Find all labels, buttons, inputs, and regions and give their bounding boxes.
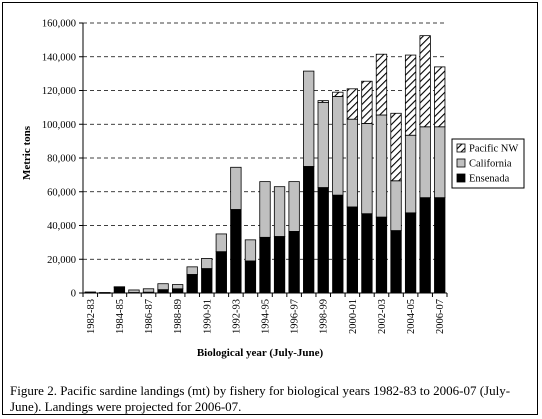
bar-california-1982-83	[84, 291, 96, 293]
x-tick-label-1986-87: 1986-87	[144, 299, 155, 334]
x-axis-title: Biological year (July-June)	[197, 347, 324, 359]
bar-california-2005-06	[419, 126, 431, 199]
bar-california-1991-92	[215, 233, 227, 253]
y-tick-label-3: 60,000	[47, 187, 76, 198]
bar-pacific-nw-2005-06	[419, 35, 431, 128]
bar-pacific-nw-2004-05	[404, 54, 417, 136]
bar-california-1984-85	[113, 286, 126, 288]
bar-california-1998-99	[317, 101, 329, 188]
x-tick-label-1982-83: 1982-83	[86, 299, 97, 334]
bar-california-1985-86	[128, 289, 140, 293]
bar-california-1996-97	[288, 181, 300, 232]
legend-swatch-ensenada	[456, 173, 466, 183]
bar-ensenada-1998-99	[317, 187, 329, 294]
bar-california-1994-95	[259, 181, 271, 238]
bar-ensenada-2004-05	[404, 212, 417, 294]
caption-line-2: June). Landings were projected for 2006-…	[10, 399, 242, 414]
bar-california-1990-91	[201, 258, 213, 269]
y-tick-label-4: 80,000	[47, 154, 76, 165]
bar-california-1986-87	[142, 288, 155, 293]
bar-ensenada-1988-89	[171, 288, 184, 294]
legend-label-california: California	[469, 159, 512, 170]
x-tick-label-2000-01: 2000-01	[348, 299, 359, 334]
bar-california-2002-03	[375, 114, 388, 218]
bar-pacific-nw-2002-03	[375, 53, 388, 116]
legend-swatch-california	[456, 158, 466, 168]
bars	[84, 35, 446, 294]
x-tick-label-1998-99: 1998-99	[319, 299, 330, 334]
y-tick-label-0: 0	[71, 289, 76, 300]
bar-pacific-nw-1999-00	[332, 91, 344, 97]
bar-california-2003-04	[390, 180, 402, 231]
bar-california-1997-98	[303, 70, 315, 167]
bar-ensenada-2001-02	[361, 213, 373, 294]
x-tick-label-1996-97: 1996-97	[290, 299, 301, 334]
bar-ensenada-2000-01	[346, 206, 359, 294]
caption-line-1: Figure 2. Pacific sardine landings (mt) …	[10, 383, 511, 398]
bar-ensenada-2006-07	[434, 197, 446, 294]
y-tick-label-7: 140,000	[42, 52, 76, 63]
x-tick-label-2002-03: 2002-03	[377, 299, 388, 334]
x-tick-label-1988-89: 1988-89	[173, 299, 184, 334]
bar-ensenada-1989-90	[186, 274, 198, 294]
bar-california-1992-93	[230, 166, 242, 210]
bar-california-2001-02	[361, 123, 373, 215]
legend: Pacific NW California Ensenada	[451, 138, 525, 189]
bar-ensenada-1987-88	[157, 289, 169, 294]
y-tick-label-5: 100,000	[42, 120, 76, 131]
x-tick-label-1992-93: 1992-93	[231, 299, 242, 334]
y-tick-label-2: 40,000	[47, 221, 76, 232]
bar-pacific-nw-2006-07	[434, 66, 446, 128]
bar-ensenada-2005-06	[419, 197, 431, 294]
x-tick-label-1994-95: 1994-95	[261, 299, 272, 334]
bar-ensenada-1991-92	[215, 251, 227, 294]
figure-frame: 0 20,000 40,000 60,000 80,000 100,000 120,000 1…	[2, 2, 538, 415]
bar-pacific-nw-1998-99	[317, 100, 329, 103]
bar-california-1988-89	[171, 284, 184, 290]
bar-ensenada-1990-91	[201, 268, 213, 294]
bar-california-1989-90	[186, 266, 198, 275]
y-axis-title: Metric tons	[21, 125, 33, 180]
bar-california-2006-07	[434, 126, 446, 199]
bar-ensenada-1984-85	[113, 286, 126, 294]
bar-ensenada-1999-00	[332, 194, 344, 294]
legend-label-ensenada: Ensenada	[469, 174, 510, 185]
bar-california-1999-00	[332, 96, 344, 196]
bar-pacific-nw-2000-01	[346, 88, 359, 120]
bar-ensenada-1995-96	[273, 236, 286, 294]
bar-pacific-nw-2001-02	[361, 80, 373, 124]
bar-california-1987-88	[157, 283, 169, 291]
bar-california-2004-05	[404, 134, 417, 214]
legend-label-pacific-nw: Pacific NW	[469, 144, 518, 155]
sardine-landings-chart: 0 20,000 40,000 60,000 80,000 100,000 120,000 1…	[21, 19, 525, 359]
bar-california-1993-94	[244, 239, 257, 262]
bar-ensenada-1994-95	[259, 236, 271, 294]
y-tick-label-8: 160,000	[42, 19, 76, 30]
bar-ensenada-1997-98	[303, 166, 315, 294]
x-tick-label-1984-85: 1984-85	[115, 299, 126, 334]
bar-ensenada-1993-94	[244, 260, 257, 294]
legend-swatch-pacific-nw	[456, 143, 466, 153]
x-tick-label-2006-07: 2006-07	[435, 299, 446, 334]
axes: 0 20,000 40,000 60,000 80,000 100,000 120,000 1…	[42, 19, 448, 334]
y-tick-label-6: 120,000	[42, 86, 76, 97]
bar-california-1995-96	[273, 186, 286, 237]
x-tick-label-2004-05: 2004-05	[406, 299, 417, 334]
bar-ensenada-2003-04	[390, 230, 402, 294]
figure-caption: Figure 2. Pacific sardine landings (mt) …	[10, 383, 538, 415]
x-tick-label-1990-91: 1990-91	[202, 299, 213, 334]
bar-pacific-nw-2003-04	[390, 112, 402, 182]
bar-ensenada-1992-93	[230, 209, 242, 294]
bar-california-2000-01	[346, 118, 359, 208]
bar-ensenada-2002-03	[375, 216, 388, 294]
bar-ensenada-1996-97	[288, 231, 300, 294]
y-tick-label-1: 20,000	[47, 255, 76, 266]
